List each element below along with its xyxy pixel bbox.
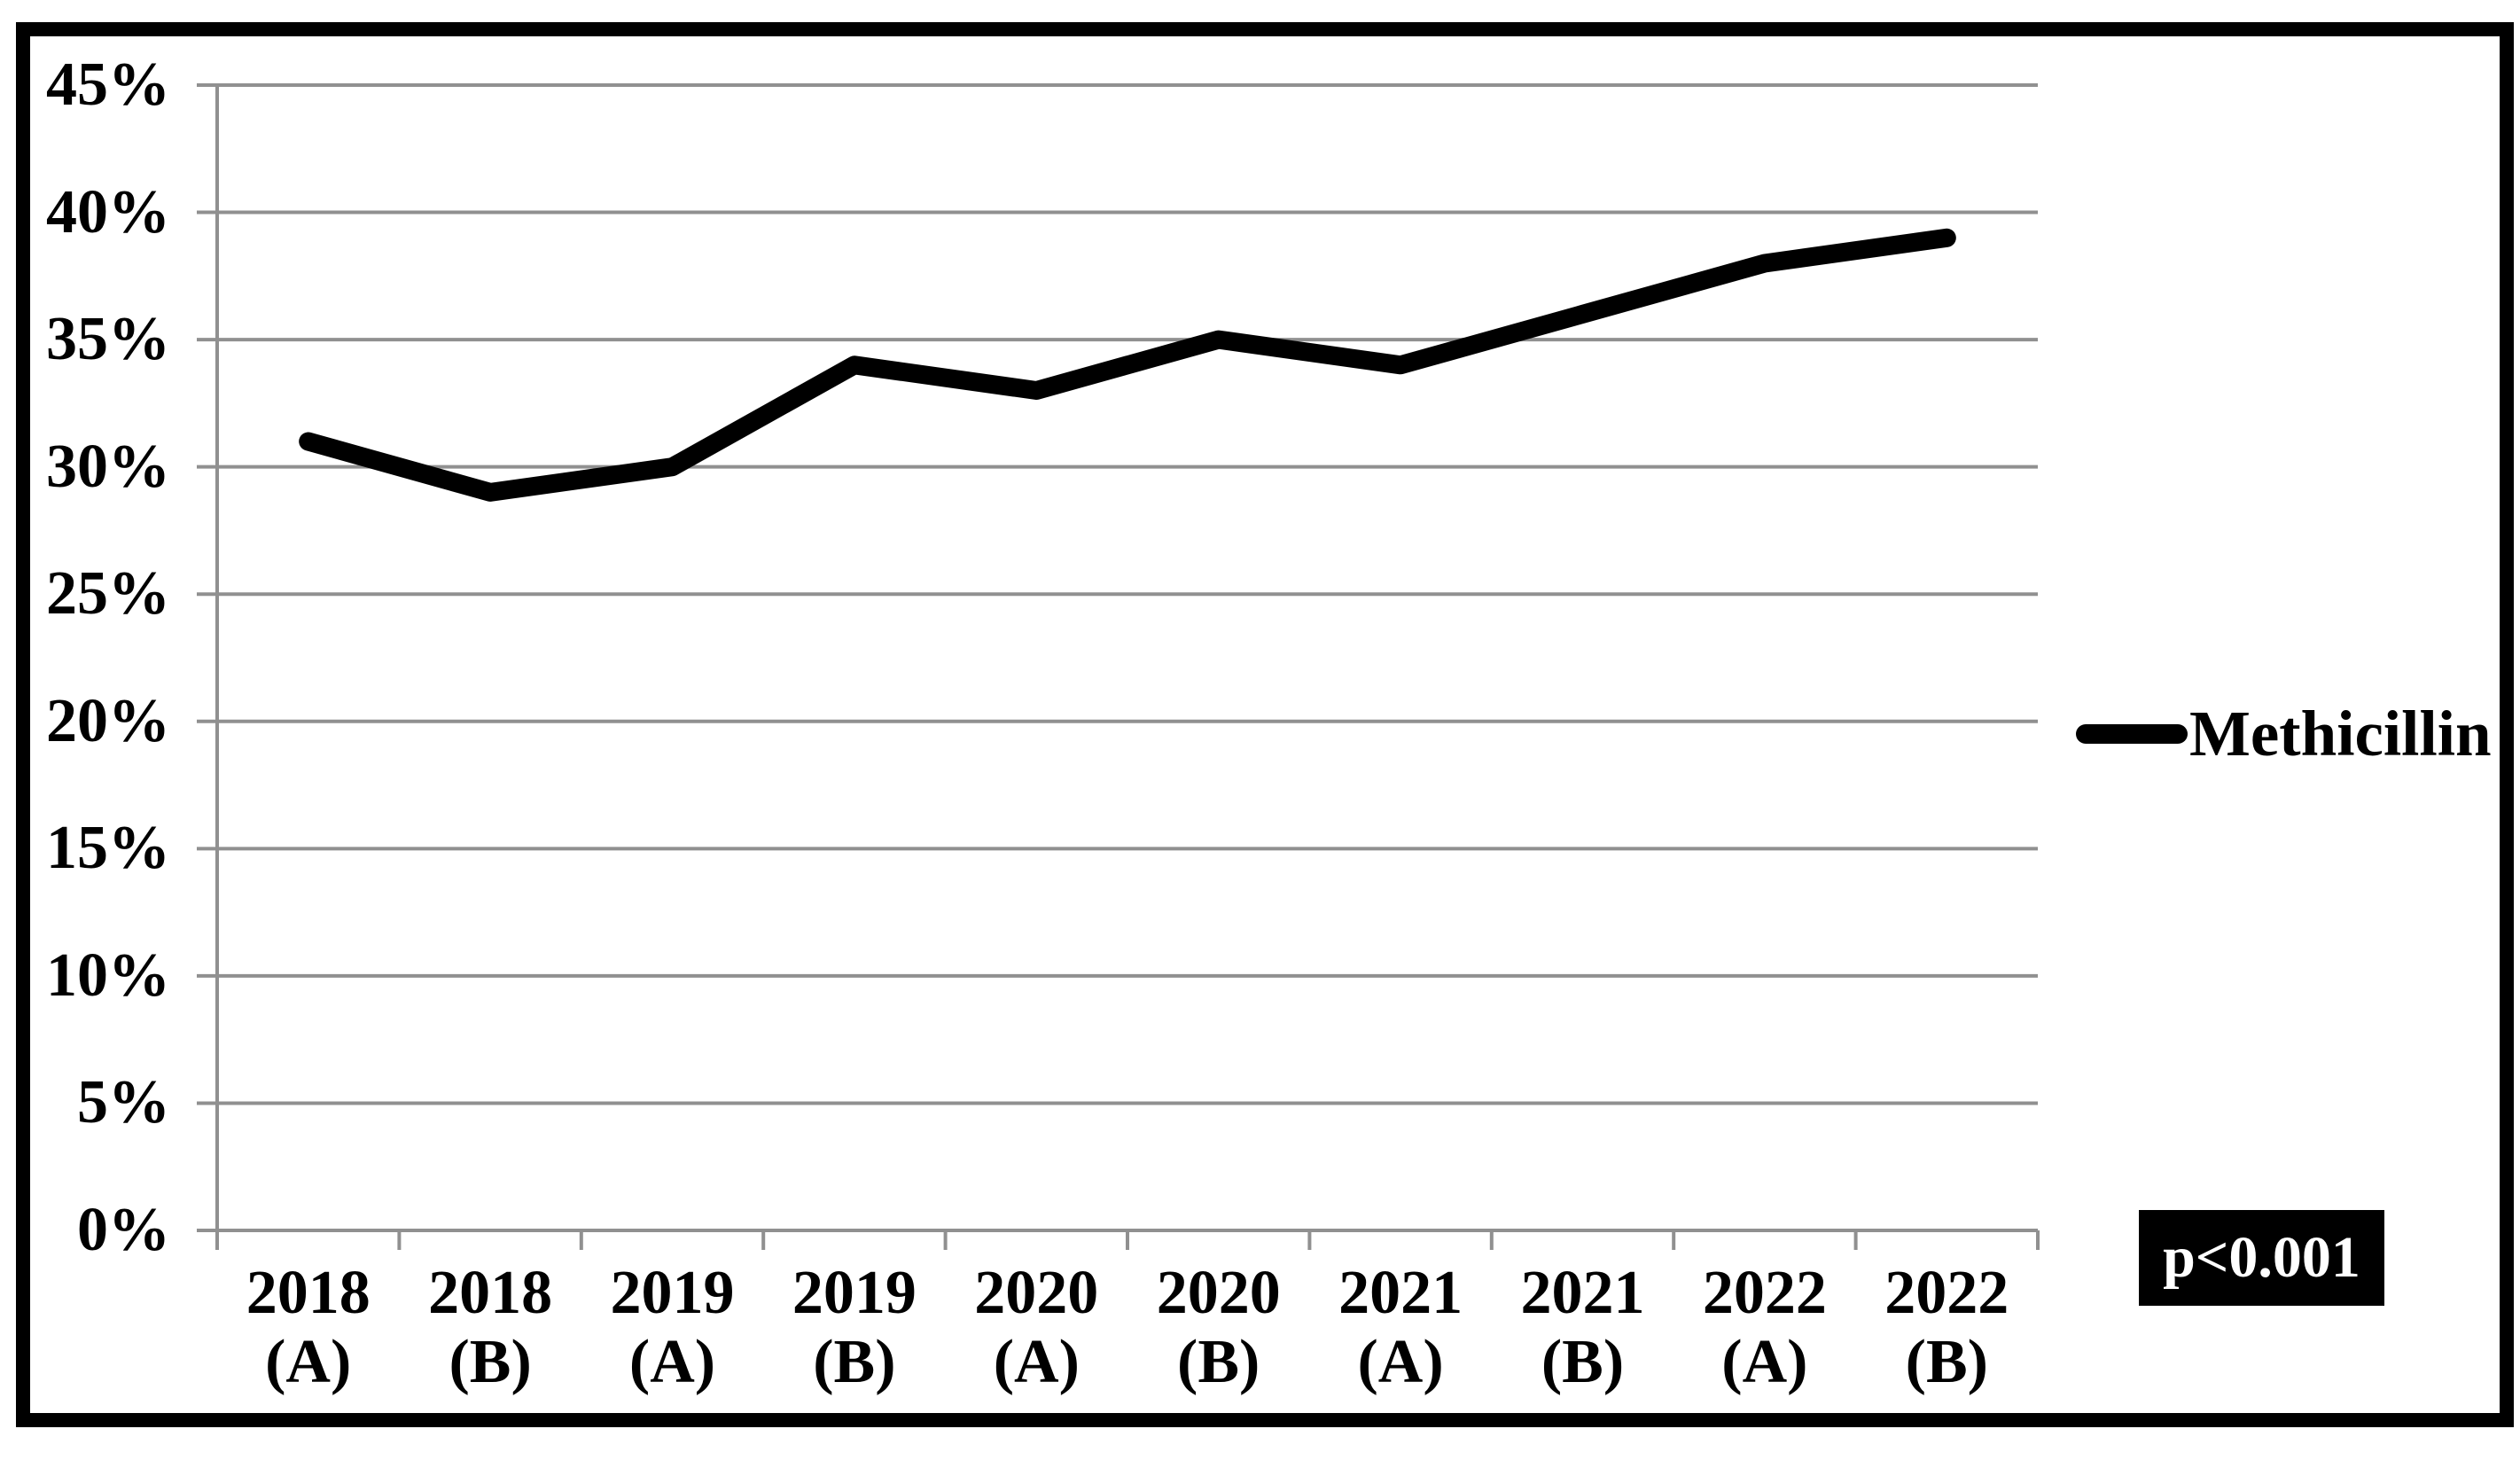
legend: Methicillin	[2076, 684, 2492, 784]
x-label-period: (A)	[265, 1328, 352, 1396]
x-axis-tick-label: 2022 (B)	[1855, 1259, 2038, 1397]
x-label-period: (B)	[1177, 1328, 1260, 1396]
x-label-year: 2018	[246, 1259, 371, 1327]
y-axis-tick-label: 15%	[46, 814, 170, 883]
x-label-year: 2021	[1338, 1259, 1463, 1327]
x-label-year: 2020	[974, 1259, 1099, 1327]
x-label-period: (B)	[813, 1328, 896, 1396]
x-label-period: (A)	[993, 1328, 1080, 1396]
x-axis-tick-label: 2019 (A)	[581, 1259, 764, 1397]
chart-frame-border	[16, 22, 2514, 1427]
x-axis-tick-label: 2019 (B)	[763, 1259, 946, 1397]
x-axis-tick-label: 2021 (B)	[1492, 1259, 1674, 1397]
x-label-period: (A)	[1357, 1328, 1444, 1396]
p-value-text: p<0.001	[2163, 1225, 2360, 1290]
y-axis-tick-label: 30%	[46, 432, 170, 501]
x-label-year: 2018	[428, 1259, 553, 1327]
x-label-period: (B)	[1905, 1328, 1988, 1396]
x-label-year: 2019	[792, 1259, 917, 1327]
x-label-year: 2020	[1156, 1259, 1281, 1327]
y-axis-tick-label: 40%	[46, 177, 170, 246]
x-axis-tick-label: 2018 (B)	[399, 1259, 581, 1397]
y-axis-tick-label: 25%	[46, 559, 170, 629]
x-label-period: (A)	[628, 1328, 716, 1396]
x-axis-tick-label: 2021 (A)	[1309, 1259, 1492, 1397]
x-axis-tick-label: 2022 (A)	[1673, 1259, 1856, 1397]
x-label-year: 2022	[1884, 1259, 2009, 1327]
data-line-methicillin	[299, 228, 1956, 502]
x-label-year: 2019	[610, 1259, 735, 1327]
x-axis-tick-label: 2020 (A)	[945, 1259, 1127, 1397]
x-label-year: 2022	[1702, 1259, 1827, 1327]
y-axis-tick-label: 20%	[46, 686, 170, 755]
x-label-period: (B)	[1541, 1328, 1625, 1396]
legend-line-swatch	[2076, 724, 2188, 744]
x-label-period: (B)	[449, 1328, 532, 1396]
y-axis-tick-label: 5%	[77, 1068, 170, 1137]
x-label-year: 2021	[1520, 1259, 1645, 1327]
y-axis-tick-label: 10%	[46, 941, 170, 1010]
legend-label: Methicillin	[2189, 698, 2492, 769]
x-axis-tick-label: 2018 (A)	[217, 1259, 400, 1397]
x-axis-tick-label: 2020 (B)	[1127, 1259, 1310, 1397]
y-axis-tick-label: 35%	[46, 305, 170, 374]
p-value-annotation-box: p<0.001	[2139, 1210, 2384, 1306]
x-label-period: (A)	[1721, 1328, 1808, 1396]
y-axis-tick-label: 45%	[46, 51, 170, 119]
y-axis-tick-label: 0%	[77, 1196, 170, 1264]
